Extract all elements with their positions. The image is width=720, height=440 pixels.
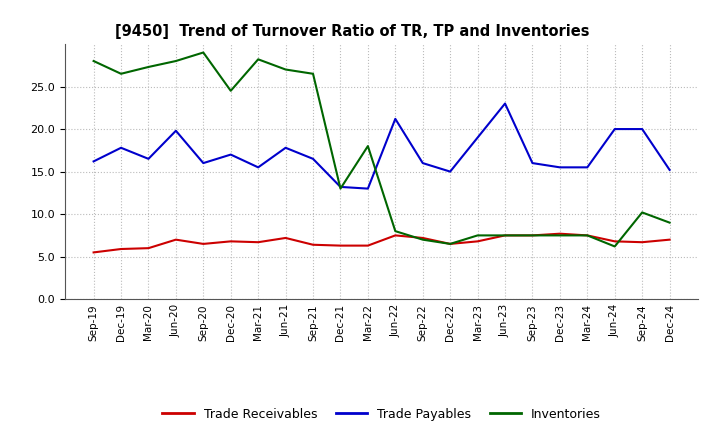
Text: [9450]  Trend of Turnover Ratio of TR, TP and Inventories: [9450] Trend of Turnover Ratio of TR, TP… bbox=[115, 24, 590, 39]
Legend: Trade Receivables, Trade Payables, Inventories: Trade Receivables, Trade Payables, Inven… bbox=[157, 403, 606, 425]
